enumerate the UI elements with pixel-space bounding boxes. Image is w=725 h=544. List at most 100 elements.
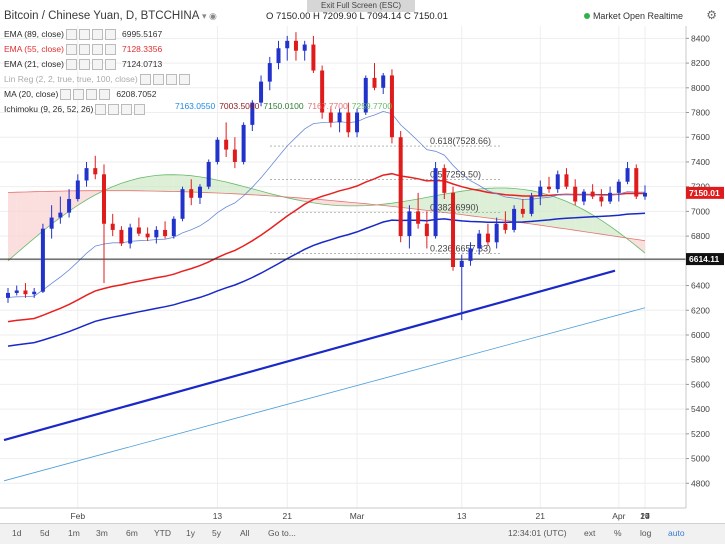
ichimoku-cloud-segment: [138, 176, 148, 191]
candle-body: [267, 63, 272, 82]
price-tick-label: 7600: [691, 132, 710, 142]
ichimoku-cloud-segment: [34, 191, 43, 239]
log-button[interactable]: log: [640, 528, 652, 538]
candle-body: [276, 48, 281, 64]
ichimoku-cloud-segment: [199, 176, 209, 193]
range-button[interactable]: 3m: [96, 528, 108, 538]
indicator-legend-row[interactable]: Lin Reg (2, 2, true, true, 100, close): [4, 74, 190, 86]
ichimoku-value: 7003.5000: [219, 101, 260, 111]
ext-button[interactable]: ext: [584, 528, 596, 538]
indicator-action-icon[interactable]: [178, 74, 190, 86]
price-tick-label: 8000: [691, 83, 710, 93]
candle-body: [433, 168, 438, 237]
indicator-action-icon[interactable]: [152, 74, 164, 86]
range-button[interactable]: 1d: [12, 528, 22, 538]
ichimoku-cloud-segment: [130, 178, 139, 191]
candle-body: [23, 290, 28, 295]
indicator-action-icon[interactable]: [86, 89, 98, 101]
indicator-action-icon[interactable]: [99, 89, 111, 101]
time-tick-label: Apr: [612, 511, 625, 521]
indicator-action-icon[interactable]: [121, 104, 133, 116]
ichimoku-cloud-segment: [234, 184, 244, 195]
market-status-label: Market Open: [592, 11, 645, 21]
candle-body: [407, 211, 412, 237]
ichimoku-cloud-segment: [191, 175, 200, 193]
price-tick-label: 6400: [691, 281, 710, 291]
candle-body: [468, 248, 473, 261]
indicator-action-icon[interactable]: [92, 59, 103, 71]
price-tick-label: 5000: [691, 454, 710, 464]
time-tick-label: 21: [536, 511, 546, 521]
candle-body: [58, 212, 63, 218]
ichimoku-cloud-segment: [25, 191, 35, 246]
indicator-action-icon[interactable]: [79, 59, 90, 71]
indicator-action-icon[interactable]: [105, 44, 116, 56]
price-tick-label: 5400: [691, 404, 710, 414]
indicator-action-icon[interactable]: [73, 89, 85, 101]
candle-body: [6, 292, 10, 298]
indicator-action-icon[interactable]: [79, 44, 90, 56]
indicator-action-icon[interactable]: [92, 29, 103, 41]
indicator-legend-row[interactable]: EMA (89, close) 6995.5167: [4, 29, 162, 41]
percent-button[interactable]: %: [614, 528, 622, 538]
settings-icon[interactable]: ⚙: [706, 8, 717, 22]
range-button[interactable]: All: [240, 528, 250, 538]
candle-body: [634, 168, 639, 197]
range-button[interactable]: 1m: [68, 528, 80, 538]
candle-body: [49, 217, 54, 229]
ichimoku-cloud-segment: [487, 187, 497, 220]
indicator-action-icon[interactable]: [66, 29, 77, 41]
range-button[interactable]: YTD: [154, 528, 171, 538]
auto-button[interactable]: auto: [668, 528, 685, 538]
indicator-action-icon[interactable]: [79, 29, 90, 41]
range-button[interactable]: 6m: [126, 528, 138, 538]
indicator-action-icon[interactable]: [165, 74, 177, 86]
indicator-legend-row[interactable]: EMA (55, close) 7128.3356: [4, 44, 163, 56]
candle-body: [136, 227, 141, 234]
indicator-action-icon[interactable]: [60, 89, 72, 101]
indicator-legend-row[interactable]: EMA (21, close) 7124.0713: [4, 59, 162, 71]
indicator-action-icon[interactable]: [92, 44, 103, 56]
price-tick-label: 5600: [691, 379, 710, 389]
indicator-action-icon[interactable]: [134, 104, 146, 116]
indicator-action-icon[interactable]: [105, 29, 116, 41]
ichimoku-cloud-segment: [453, 191, 462, 215]
ichimoku-cloud-segment: [60, 190, 70, 218]
candle-body: [346, 112, 351, 133]
ichimoku-cloud-segment: [322, 199, 331, 205]
ichimoku-cloud-segment: [173, 174, 183, 192]
trend-line[interactable]: [3, 269, 616, 442]
indicator-value: 7128.3356: [122, 44, 163, 54]
indicator-legend-row[interactable]: MA (20, close) 6208.7052: [4, 89, 157, 101]
range-button[interactable]: 1y: [186, 528, 195, 538]
ichimoku-cloud-segment: [583, 209, 593, 233]
ichimoku-cloud-segment: [182, 174, 192, 193]
range-button[interactable]: 5y: [212, 528, 221, 538]
range-button[interactable]: 5d: [40, 528, 50, 538]
ichimoku-cloud-segment: [8, 192, 17, 261]
interval-dropdown-icon[interactable]: ▾ ◉: [201, 11, 217, 21]
ichimoku-span-b: [7, 190, 646, 242]
indicator-label: EMA (55, close): [4, 44, 64, 54]
candle-body: [503, 223, 508, 230]
indicator-action-icon[interactable]: [95, 104, 107, 116]
ichimoku-cloud-segment: [470, 189, 480, 217]
indicator-action-icon[interactable]: [66, 59, 77, 71]
indicator-action-icon[interactable]: [66, 44, 77, 56]
candle-body: [529, 196, 534, 214]
ichimoku-cloud-segment: [165, 174, 174, 192]
indicator-legend-row[interactable]: Ichimoku (9, 26, 52, 26): [4, 104, 146, 116]
indicator-action-icon[interactable]: [105, 59, 116, 71]
range-button[interactable]: Go to...: [268, 528, 296, 538]
candle-body: [145, 233, 150, 238]
indicator-action-icon[interactable]: [139, 74, 151, 86]
candle-body: [485, 233, 490, 243]
exit-fullscreen-button[interactable]: Exit Full Screen (ESC): [307, 0, 415, 12]
ichimoku-cloud-segment: [566, 201, 576, 231]
indicator-action-icon[interactable]: [108, 104, 120, 116]
ichimoku-cloud-segment: [226, 182, 235, 194]
candle-body: [14, 290, 19, 293]
candle-body: [590, 191, 595, 197]
price-tick-label: 5200: [691, 429, 710, 439]
